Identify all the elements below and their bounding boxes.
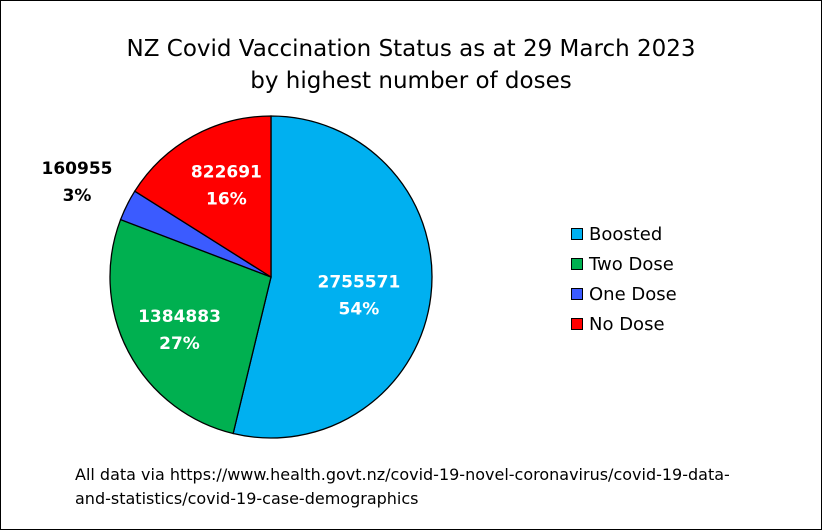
legend-item-two-dose: Two Dose bbox=[571, 249, 677, 279]
footnote-line-2: and-statistics/covid-19-case-demographic… bbox=[75, 489, 419, 508]
chart-title: NZ Covid Vaccination Status as at 29 Mar… bbox=[1, 33, 821, 97]
footnote-line-1: All data via https://www.health.govt.nz/… bbox=[75, 465, 730, 484]
data-label-value-boosted: 2755571 bbox=[317, 273, 400, 293]
data-label-percent-boosted: 54% bbox=[339, 300, 380, 320]
legend-swatch-one-dose bbox=[571, 288, 583, 300]
pie-slice-boosted bbox=[232, 115, 433, 439]
data-label-value-one-dose: 160955 bbox=[42, 159, 113, 179]
legend-swatch-no-dose bbox=[571, 318, 583, 330]
legend-item-one-dose: One Dose bbox=[571, 279, 677, 309]
pie-slice-two-dose bbox=[109, 218, 272, 435]
footnote: All data via https://www.health.govt.nz/… bbox=[75, 463, 805, 511]
data-label-percent-no-dose: 16% bbox=[206, 189, 247, 209]
title-line: NZ Covid Vaccination Status as at 29 Mar… bbox=[126, 36, 696, 62]
subtitle-line: by highest number of doses bbox=[250, 68, 572, 94]
legend-item-no-dose: No Dose bbox=[571, 309, 677, 339]
legend-label-boosted: Boosted bbox=[589, 223, 663, 245]
legend-item-boosted: Boosted bbox=[571, 219, 677, 249]
pie-slice-no-dose bbox=[133, 115, 272, 279]
legend-label-one-dose: One Dose bbox=[589, 283, 677, 305]
legend-label-no-dose: No Dose bbox=[589, 313, 665, 335]
data-label-value-two-dose: 1384883 bbox=[138, 307, 221, 327]
chart-legend: Boosted Two Dose One Dose No Dose bbox=[571, 219, 677, 339]
legend-swatch-boosted bbox=[571, 228, 583, 240]
legend-swatch-two-dose bbox=[571, 258, 583, 270]
data-label-percent-two-dose: 27% bbox=[159, 334, 200, 354]
data-label-percent-one-dose: 3% bbox=[63, 186, 92, 206]
legend-label-two-dose: Two Dose bbox=[589, 253, 674, 275]
data-label-value-no-dose: 822691 bbox=[191, 162, 262, 182]
